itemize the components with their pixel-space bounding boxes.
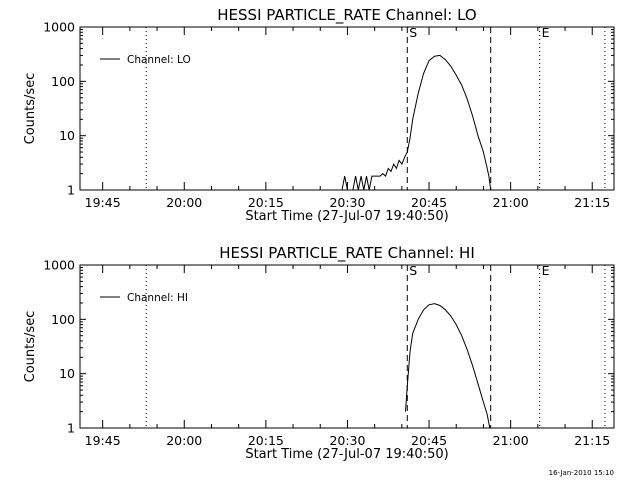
- y-tick-label: 1000: [43, 20, 75, 35]
- x-tick-label: 20:45: [411, 433, 447, 448]
- y-axis-label: Counts/sec: [23, 311, 38, 383]
- y-tick-label: 100: [51, 312, 75, 327]
- x-tick-label: 19:45: [85, 195, 121, 210]
- legend-label: Channel: HI: [127, 292, 188, 304]
- y-tick-label: 1: [67, 421, 75, 436]
- marker-label: S: [409, 263, 417, 278]
- x-tick-label: 21:15: [574, 433, 610, 448]
- marker-label: S: [409, 25, 417, 40]
- x-axis-label: Start Time (27-Jul-07 19:40:50): [245, 447, 448, 462]
- x-tick-label: 20:45: [411, 195, 447, 210]
- series-line: [341, 54, 492, 191]
- x-tick-label: 21:00: [493, 195, 529, 210]
- series-line: [405, 303, 491, 429]
- marker-label: E: [542, 263, 550, 278]
- plot-frame: [79, 26, 615, 191]
- x-tick-label: 21:00: [493, 433, 529, 448]
- x-tick-label: 21:15: [574, 195, 610, 210]
- generation-timestamp: 16-Jan-2010 15:10: [549, 469, 614, 477]
- x-tick-label: 20:15: [248, 433, 284, 448]
- x-tick-label: 20:15: [248, 195, 284, 210]
- chart-title: HESSI PARTICLE_RATE Channel: HI: [219, 244, 475, 263]
- x-tick-label: 20:00: [166, 195, 202, 210]
- y-tick-label: 10: [59, 128, 75, 143]
- y-tick-label: 10: [59, 366, 75, 381]
- plot-frame: [79, 264, 615, 429]
- marker-label: E: [542, 25, 550, 40]
- panel-channel-lo: HESSI PARTICLE_RATE Channel: LO 1 10 100 100…: [23, 6, 615, 224]
- x-tick-label: 19:45: [85, 433, 121, 448]
- panel-channel-hi: HESSI PARTICLE_RATE Channel: HI 1 10 100 100…: [23, 244, 615, 462]
- y-axis-label: Counts/sec: [23, 73, 38, 145]
- chart-title: HESSI PARTICLE_RATE Channel: LO: [217, 6, 476, 25]
- x-tick-label: 20:00: [166, 433, 202, 448]
- legend-label: Channel: LO: [127, 54, 191, 66]
- x-tick-label: 20:30: [329, 433, 365, 448]
- y-tick-label: 1000: [43, 258, 75, 273]
- y-tick-label: 1: [67, 183, 75, 198]
- x-axis-label: Start Time (27-Jul-07 19:40:50): [245, 209, 448, 224]
- y-tick-label: 100: [51, 74, 75, 89]
- x-tick-label: 20:30: [329, 195, 365, 210]
